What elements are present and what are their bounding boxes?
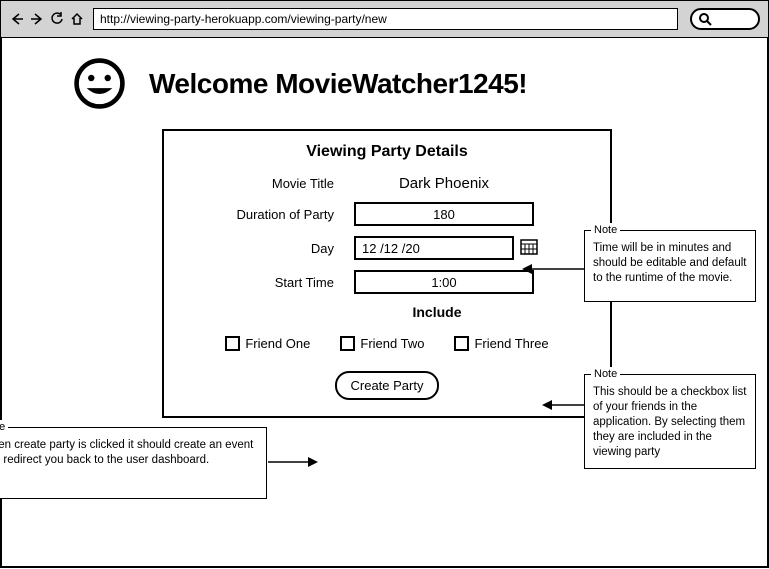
note-submit: Note When create party is clicked it sho… [0, 427, 267, 499]
movie-title-label: Movie Title [184, 176, 354, 191]
search-box[interactable] [690, 8, 760, 30]
arrow-icon [522, 263, 584, 275]
checkbox-icon [454, 336, 469, 351]
include-label: Include [284, 304, 590, 320]
create-party-button[interactable]: Create Party [335, 371, 440, 400]
note-friends: Note This should be a checkbox list of y… [584, 374, 756, 469]
forward-icon[interactable] [29, 11, 45, 27]
duration-label: Duration of Party [184, 207, 354, 222]
note-text: Time will be in minutes and should be ed… [593, 242, 746, 284]
refresh-icon[interactable] [49, 11, 65, 27]
friend-checkbox-2[interactable]: Friend Two [340, 336, 424, 351]
smiley-icon [72, 56, 127, 111]
friend-label: Friend One [245, 336, 310, 351]
start-time-input[interactable]: 1:00 [354, 270, 534, 294]
checkbox-icon [340, 336, 355, 351]
url-text: http://viewing-party-herokuapp.com/viewi… [100, 12, 387, 26]
url-input[interactable]: http://viewing-party-herokuapp.com/viewi… [93, 8, 678, 30]
note-label: Note [591, 223, 620, 237]
friend-label: Friend Two [360, 336, 424, 351]
start-time-label: Start Time [184, 275, 354, 290]
friend-label: Friend Three [474, 336, 548, 351]
back-icon[interactable] [9, 11, 25, 27]
duration-input[interactable]: 180 [354, 202, 534, 226]
home-icon[interactable] [69, 11, 85, 27]
day-label: Day [184, 241, 354, 256]
note-label: Note [0, 420, 8, 434]
movie-title-value: Dark Phoenix [354, 175, 534, 192]
friend-checkbox-1[interactable]: Friend One [225, 336, 310, 351]
calendar-icon[interactable] [520, 237, 538, 260]
day-input[interactable]: 12 /12 /20 [354, 236, 514, 260]
friend-checkbox-3[interactable]: Friend Three [454, 336, 548, 351]
arrow-icon [542, 399, 584, 411]
friends-list: Friend One Friend Two Friend Three [184, 336, 590, 351]
checkbox-icon [225, 336, 240, 351]
page-header: Welcome MovieWatcher1245! [72, 56, 717, 111]
search-icon [698, 12, 712, 26]
welcome-heading: Welcome MovieWatcher1245! [149, 68, 527, 100]
note-label: Note [591, 367, 620, 381]
form-title: Viewing Party Details [184, 143, 590, 161]
note-duration: Note Time will be in minutes and should … [584, 230, 756, 302]
browser-toolbar: http://viewing-party-herokuapp.com/viewi… [0, 0, 769, 38]
arrow-icon [268, 456, 318, 468]
note-text: When create party is clicked it should c… [0, 439, 253, 466]
note-text: This should be a checkbox list of your f… [593, 386, 746, 458]
page-content: Welcome MovieWatcher1245! Viewing Party … [0, 38, 769, 568]
